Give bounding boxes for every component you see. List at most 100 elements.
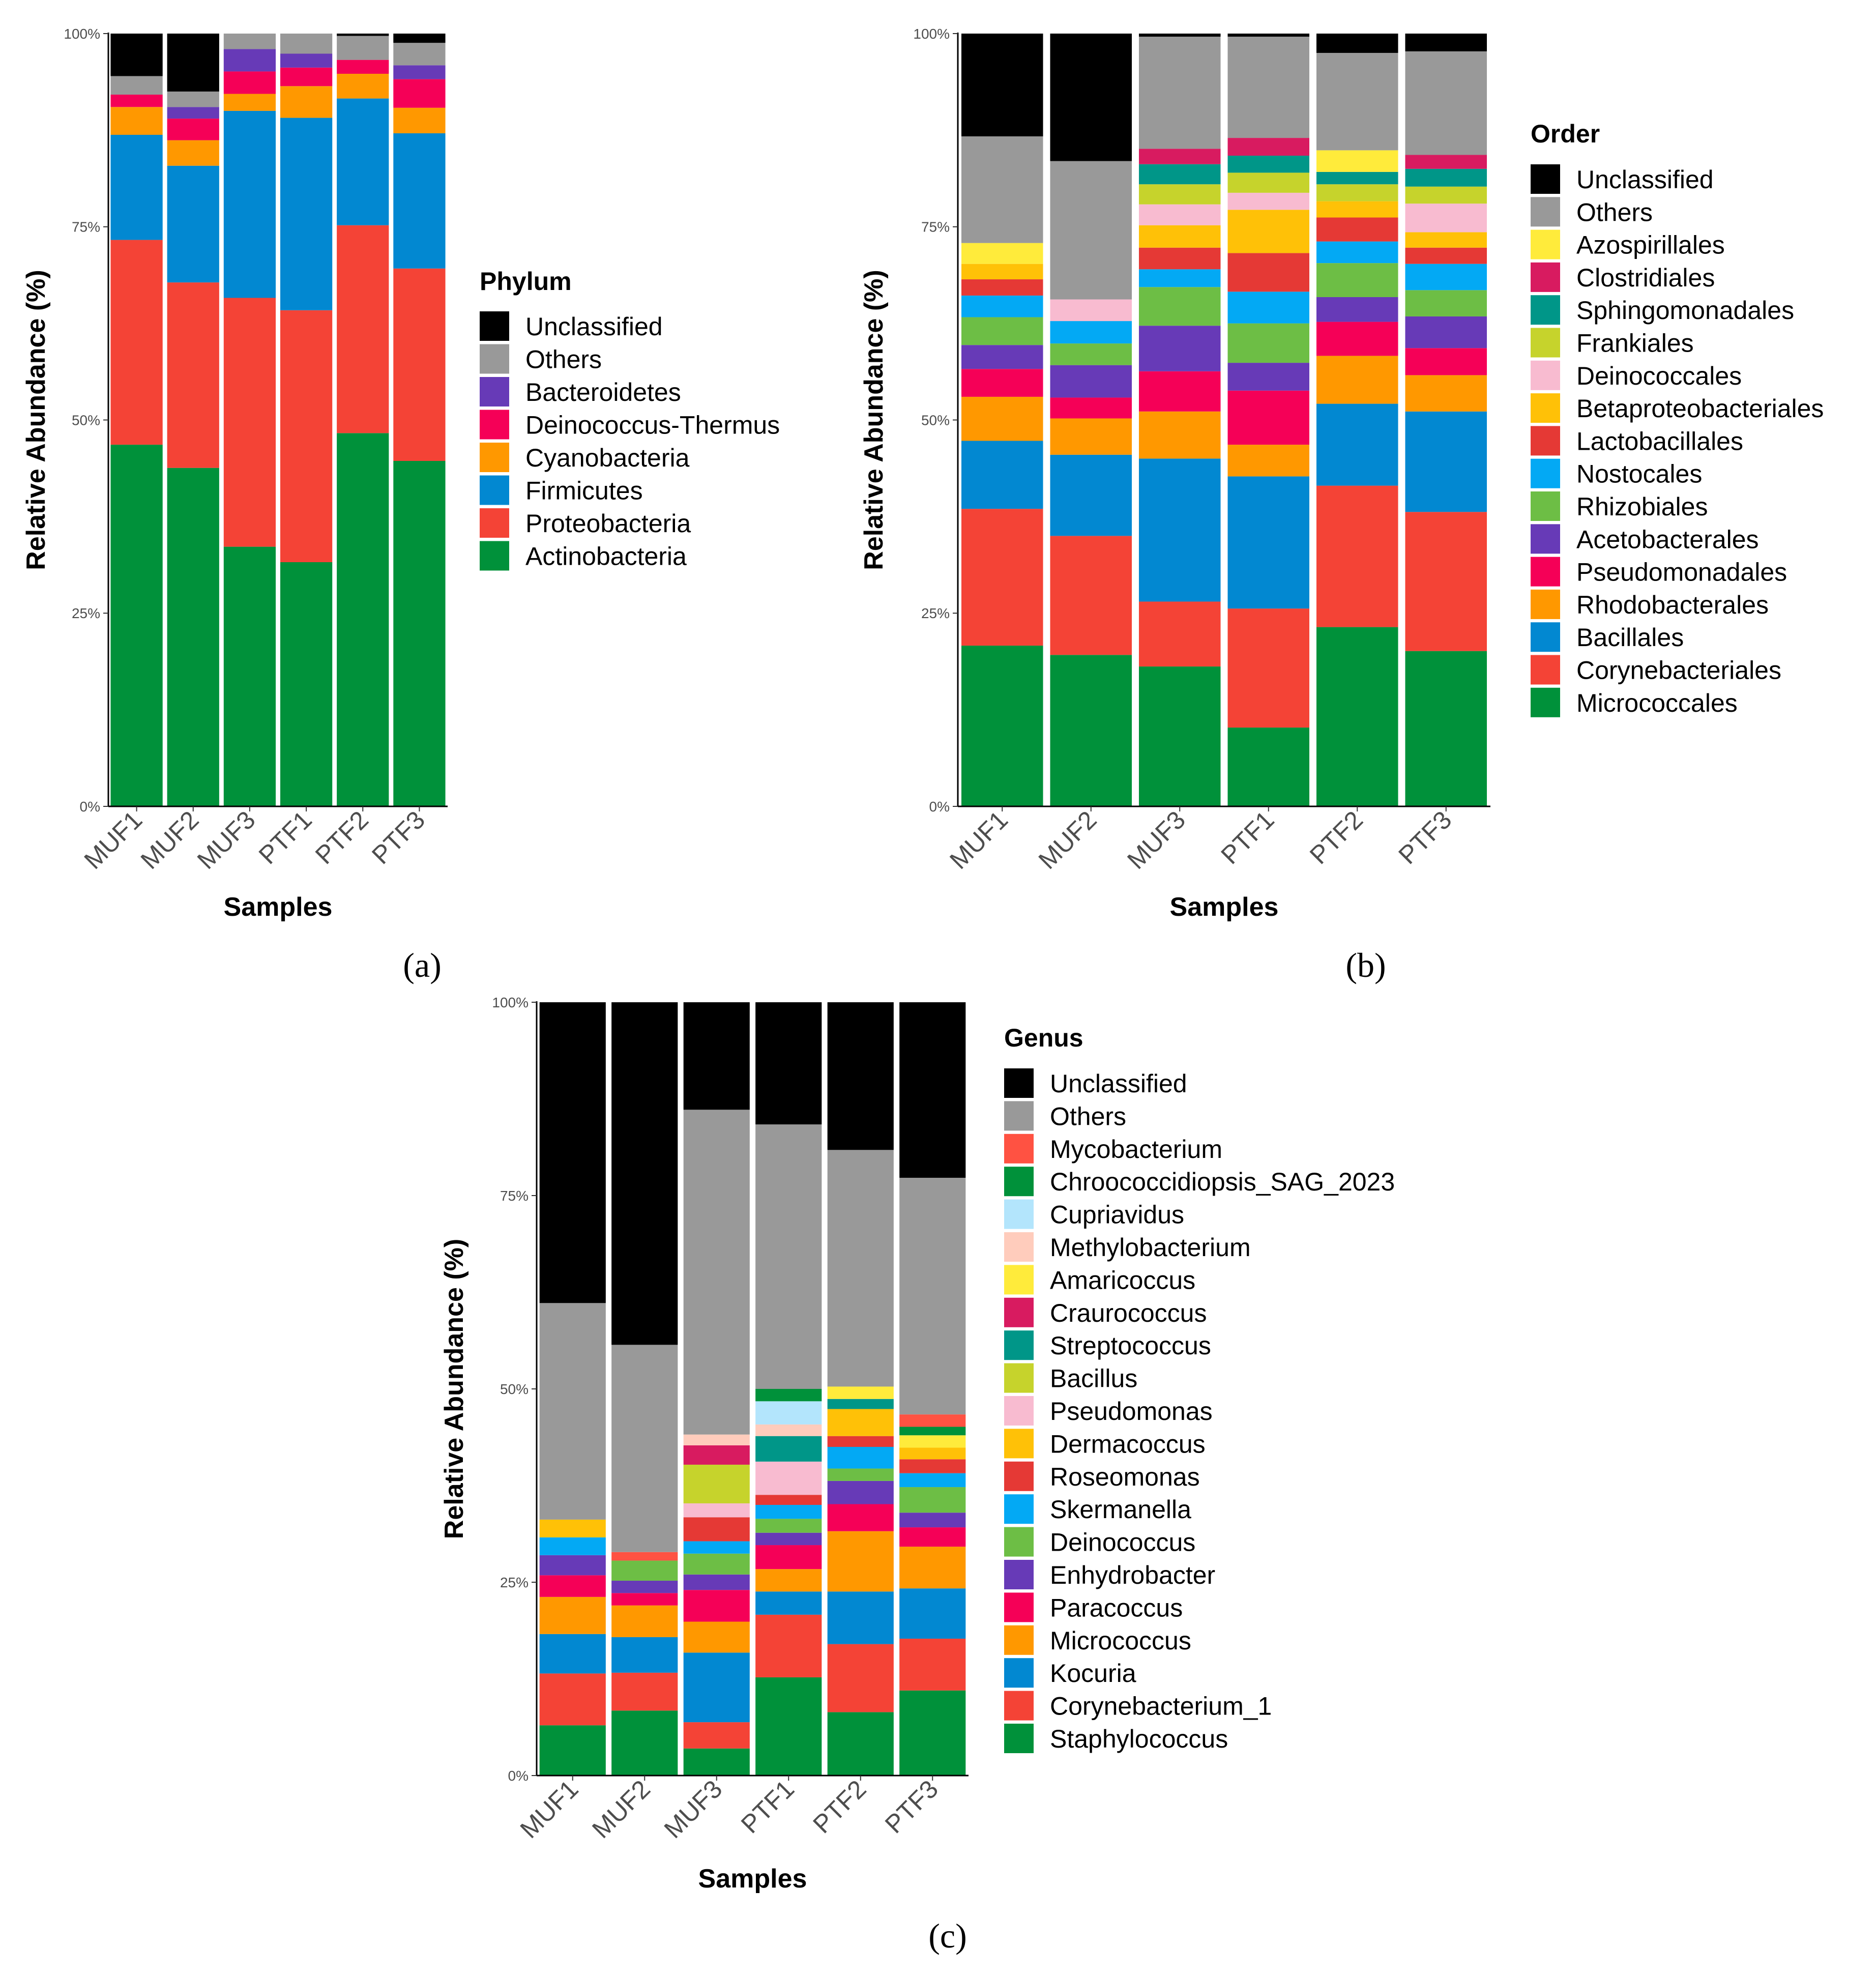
legend-label-Staphylococcus: Staphylococcus (1050, 1725, 1228, 1753)
panel-caption: (c) (928, 1916, 966, 1955)
legend-swatch-Kocuria (1004, 1658, 1034, 1688)
bar-segment-MUF2-Corynebacteriales (1050, 536, 1132, 655)
bar-segment-PTF1-Staphylococcus (755, 1677, 822, 1776)
bar-segment-PTF1-Streptococcus (755, 1436, 822, 1462)
bar-segment-PTF2-Corynebacteriales (1316, 485, 1398, 627)
bar-segment-PTF1-Others (280, 34, 333, 54)
legend-label-Others: Others (1050, 1102, 1126, 1130)
bar-segment-MUF3-Unclassified (1138, 34, 1221, 37)
legend-label-Deinococcus-Thermus: Deinococcus-Thermus (525, 411, 780, 440)
legend-label-Kocuria: Kocuria (1050, 1659, 1136, 1688)
legend-swatch-Paracoccus (1004, 1592, 1034, 1622)
bar-segment-PTF1-Unclassified (1227, 34, 1310, 37)
bar-segment-MUF1-Azospirillales (961, 243, 1043, 264)
bar-segment-PTF1-Lactobacillales (1227, 253, 1310, 292)
bar-segment-MUF3-Rhodobacterales (1138, 411, 1221, 459)
legend-label-Bacillales: Bacillales (1576, 623, 1684, 652)
bar-segment-MUF1-Dermacoccus (539, 1519, 606, 1537)
bar-segment-PTF1-Methylobacterium (755, 1424, 822, 1436)
bar-segment-PTF2-Rhizobiales (1316, 263, 1398, 297)
bar-segment-PTF3-Others (899, 1178, 966, 1415)
bar-segment-MUF2-Kocuria (611, 1637, 678, 1673)
bar-segment-MUF2-Others (1050, 161, 1132, 300)
bar-segment-PTF3-Firmicutes (393, 133, 446, 269)
bar-segment-PTF3-Corynebacterium_1 (899, 1638, 966, 1691)
bar-segment-MUF3-Actinobacteria (223, 546, 276, 806)
bar-segment-MUF1-Paracoccus (539, 1575, 606, 1597)
bar-segment-PTF1-Deinococcus-Thermus (280, 67, 333, 86)
bar-segment-PTF2-Paracoccus (827, 1504, 894, 1531)
legend-swatch-Sphingomonadales (1531, 295, 1560, 325)
bar-segment-PTF2-Staphylococcus (827, 1712, 894, 1776)
y-axis-title: Relative Abundance (%) (859, 270, 889, 570)
legend-swatch-Cupriavidus (1004, 1199, 1034, 1229)
bar-segment-PTF3-Roseomonas (899, 1459, 966, 1473)
bar-segment-PTF1-Rhizobiales (1227, 323, 1310, 363)
bar-segment-PTF3-Enhydrobacter (899, 1513, 966, 1528)
bar-segment-PTF2-Roseomonas (827, 1436, 894, 1447)
bar-segment-MUF1-Micrococcus (539, 1596, 606, 1634)
bar-segment-MUF2-Bacteroidetes (167, 107, 219, 119)
bar-segment-PTF3-Bacteroidetes (393, 65, 446, 79)
legend-swatch-Frankiales (1531, 328, 1560, 358)
bar-segment-PTF2-Skermanella (827, 1447, 894, 1469)
y-tick-label: 0% (508, 1768, 529, 1784)
legend-label-Skermanella: Skermanella (1050, 1495, 1191, 1524)
legend: Genus Unclassified Others Mycobacterium Chro… (1004, 1024, 1395, 1753)
bar-segment-PTF2-Micrococcus (827, 1531, 894, 1592)
bar-segment-MUF2-Others (167, 91, 219, 107)
y-tick-label: 100% (913, 26, 950, 42)
bar-segment-PTF2-Frankiales (1316, 184, 1398, 201)
legend-swatch-Rhizobiales (1531, 491, 1560, 521)
bar-segment-MUF3-Methylobacterium (683, 1434, 750, 1445)
bar-segment-MUF3-Bacillus (683, 1464, 750, 1503)
bar-segment-MUF1-Actinobacteria (110, 445, 163, 806)
bar-segment-MUF3-Proteobacteria (223, 298, 276, 547)
bar-segment-PTF3-Deinococcales (1405, 204, 1487, 233)
legend-title: Order (1531, 120, 1600, 148)
bar-segment-MUF2-Micrococcus (611, 1605, 678, 1637)
panel-caption: (b) (1345, 946, 1386, 984)
bar-segment-MUF2-Mycobacterium (611, 1552, 678, 1561)
bar-segment-PTF3-Skermanella (899, 1473, 966, 1488)
y-tick-label: 25% (500, 1575, 529, 1590)
bar-segment-MUF2-Corynebacterium_1 (611, 1672, 678, 1711)
chart-panel-1: 0%25%50%75%100%MUF1MUF2MUF3PTF1PTF2PTF3S… (21, 26, 780, 984)
bar-segment-MUF1-Unclassified (110, 34, 163, 76)
bar-segment-PTF3-Rhizobiales (1405, 290, 1487, 316)
bar-segment-MUF2-Unclassified (611, 1002, 678, 1345)
legend-label-Rhodobacterales: Rhodobacterales (1576, 591, 1769, 619)
legend-label-Acetobacterales: Acetobacterales (1576, 525, 1759, 554)
bar-segment-PTF2-Unclassified (1316, 34, 1398, 53)
bar-segment-MUF2-Pseudomonadales (1050, 397, 1132, 419)
bar-segment-PTF3-Paracoccus (899, 1527, 966, 1547)
legend-swatch-Methylobacterium (1004, 1232, 1034, 1262)
legend-label-Unclassified: Unclassified (1050, 1069, 1187, 1098)
bar-segment-PTF3-Proteobacteria (393, 268, 446, 461)
bar-segment-MUF2-Firmicutes (167, 165, 219, 283)
legend-swatch-Skermanella (1004, 1494, 1034, 1524)
legend-swatch-Azospirillales (1531, 229, 1560, 259)
x-axis-title: Samples (224, 892, 333, 922)
bar-segment-MUF1-Rhodobacterales (961, 396, 1043, 441)
legend-swatch-Acetobacterales (1531, 524, 1560, 554)
bar-segment-MUF1-Others (961, 136, 1043, 243)
bar-segment-MUF3-Pseudomonas (683, 1503, 750, 1518)
bar-segment-MUF1-Rhizobiales (961, 317, 1043, 345)
legend-swatch-Clostridiales (1531, 262, 1560, 292)
legend-swatch-Nostocales (1531, 458, 1560, 488)
bar-segment-PTF1-Others (1227, 37, 1310, 138)
bar-segment-PTF3-Micrococcus (899, 1547, 966, 1589)
bar-segment-PTF2-Dermacoccus (827, 1409, 894, 1436)
y-tick-label: 0% (929, 799, 950, 815)
bar-segment-MUF3-Enhydrobacter (683, 1574, 750, 1590)
bar-segment-MUF3-Betaproteobacteriales (1138, 225, 1221, 248)
bar-segment-MUF3-Paracoccus (683, 1590, 750, 1622)
bar-segment-PTF3-Sphingomonadales (1405, 168, 1487, 187)
legend-swatch-Betaproteobacteriales (1531, 393, 1560, 423)
legend-label-Micrococcus: Micrococcus (1050, 1626, 1191, 1655)
bar-segment-PTF2-Streptococcus (827, 1399, 894, 1409)
legend-label-Azospirillales: Azospirillales (1576, 231, 1725, 259)
legend-swatch-Corynebacterium_1 (1004, 1691, 1034, 1721)
